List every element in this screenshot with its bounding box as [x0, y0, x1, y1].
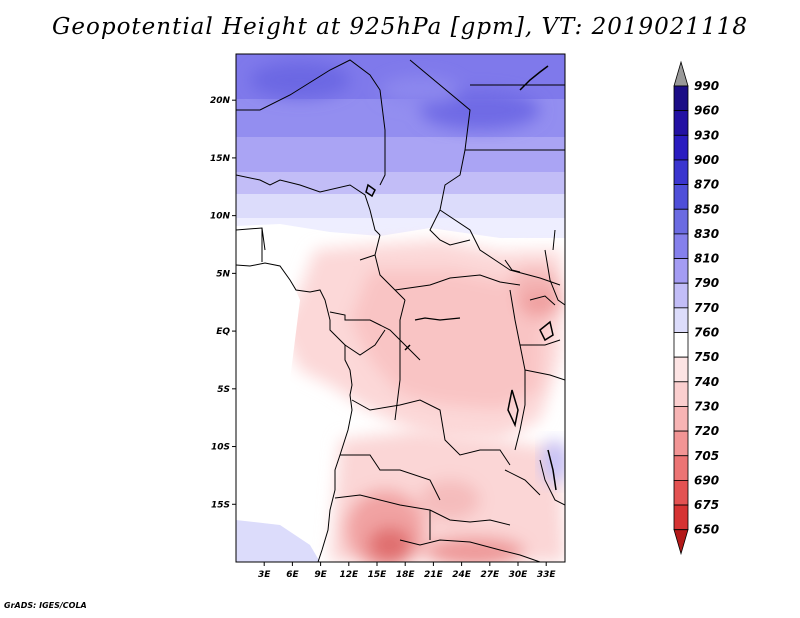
field-band-sahel-south [236, 218, 565, 238]
x-tick-label: 30E [509, 570, 529, 580]
colorbar-segment [673, 455, 689, 481]
colorbar-label: 850 [694, 202, 719, 216]
colorbar-over-arrow [673, 60, 689, 87]
x-tick-label: 24E [452, 570, 472, 580]
y-tick-label: 5S [217, 385, 230, 395]
y-tick-label: EQ [216, 327, 230, 337]
colorbar-label: 790 [694, 276, 719, 290]
colorbar-label: 730 [694, 399, 719, 413]
colorbar-segment [673, 85, 689, 112]
x-tick-label: 33E [537, 570, 557, 580]
colorbar-segment [673, 381, 689, 407]
colorbar-label: 960 [694, 104, 719, 118]
colorbar-label: 870 [694, 178, 719, 192]
colorbar-segment [673, 332, 689, 358]
field-south-low [330, 430, 565, 562]
colorbar-segment [673, 307, 689, 333]
x-tick-label: 6E [286, 570, 299, 580]
geopotential-field [236, 54, 565, 562]
colorbar-label: 675 [694, 498, 719, 512]
x-tick-label: 21E [424, 570, 444, 580]
y-tick-label: 5N [216, 269, 230, 279]
colorbar-segment [673, 134, 689, 161]
colorbar-under-arrow [673, 529, 689, 556]
colorbar-segment [673, 356, 689, 383]
grads-credit: GrADS: IGES/COLA [4, 601, 87, 610]
colorbar-segment [673, 430, 689, 457]
colorbar-label: 750 [694, 350, 719, 364]
field-band-sahel-north [236, 172, 565, 194]
x-tick-label: 18E [396, 570, 416, 580]
y-tick-label: 10N [210, 212, 231, 222]
country-borders [236, 59, 565, 562]
colorbar-segment [673, 110, 689, 136]
y-tick-label: 15N [210, 154, 231, 164]
colorbar-segment [673, 282, 689, 309]
colorbar-segment [673, 406, 689, 432]
colorbar-segment [673, 184, 689, 210]
colorbar-segment [673, 504, 689, 531]
colorbar-label: 900 [694, 153, 719, 167]
x-tick-label: 12E [339, 570, 359, 580]
x-tick-label: 9E [314, 570, 327, 580]
y-axis: 20N 15N 10N 5N EQ 5S 10S 15S [210, 96, 236, 510]
colorbar-segment [673, 208, 689, 235]
colorbar-label: 760 [694, 326, 719, 340]
x-tick-label: 15E [368, 570, 388, 580]
colorbar-label: 770 [694, 301, 719, 315]
colorbar-label: 720 [694, 424, 719, 438]
y-tick-label: 10S [211, 443, 230, 453]
y-tick-label: 20N [210, 96, 231, 106]
y-tick-label: 15S [211, 500, 230, 510]
colorbar: 990 960 930 900 870 850 830 810 790 770 760 750 740 7… [673, 60, 719, 556]
colorbar-label: 690 [694, 473, 719, 487]
colorbar-segment [673, 233, 689, 259]
x-tick-label: 3E [258, 570, 271, 580]
colorbar-label: 990 [694, 79, 719, 93]
colorbar-label: 810 [694, 252, 719, 266]
colorbar-label: 830 [694, 227, 719, 241]
field-band-sahel [236, 194, 565, 218]
x-axis: 3E 6E 9E 12E 15E 18E 21E 24E 27E 30E 33E [258, 562, 556, 580]
colorbar-segment [673, 258, 689, 284]
x-tick-label: 27E [480, 570, 500, 580]
map-title: Geopotential Height at 925hPa [gpm], VT:… [52, 14, 748, 40]
colorbar-label: 705 [694, 449, 719, 463]
colorbar-label: 930 [694, 128, 719, 142]
colorbar-label: 740 [694, 375, 719, 389]
map-frame [235, 53, 566, 563]
colorbar-label: 650 [694, 523, 719, 537]
colorbar-segment [673, 479, 689, 506]
colorbar-segment [673, 159, 689, 185]
field-band-north-mid [236, 137, 565, 172]
